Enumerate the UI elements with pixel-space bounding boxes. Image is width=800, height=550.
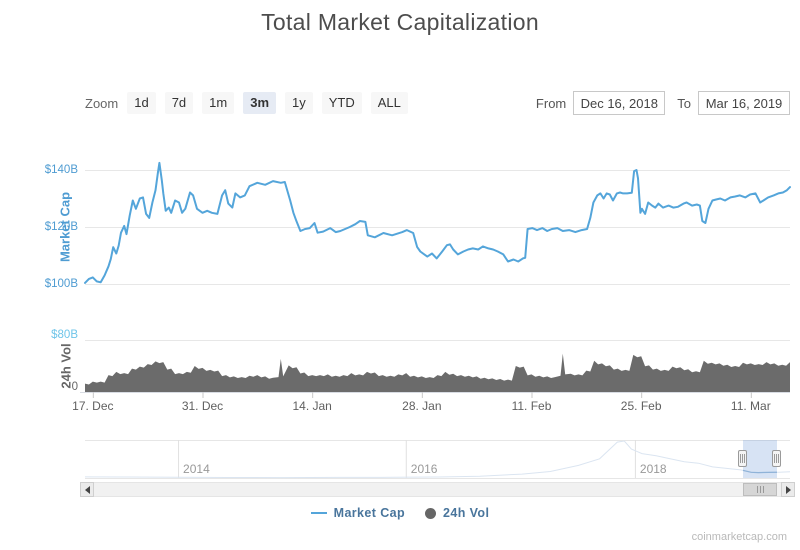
scrollbar-left-arrow-icon: [84, 485, 90, 494]
navigator-year-label: 2018: [639, 462, 667, 476]
x-tick-label: 14. Jan: [292, 399, 332, 413]
legend-item-24h-vol[interactable]: 24h Vol: [425, 506, 489, 520]
x-tick-label: 11. Feb: [511, 399, 552, 413]
legend: Market Cap 24h Vol: [0, 506, 800, 520]
from-date-input[interactable]: [573, 91, 666, 115]
legend-item-market-cap[interactable]: Market Cap: [310, 506, 406, 520]
y-tick-volume: 0: [71, 381, 78, 393]
scrollbar-right-arrow-icon: [785, 485, 791, 494]
y-tick-marketcap: $100B: [44, 278, 78, 290]
y-axis-title-24h-vol: 24h Vol: [58, 343, 74, 389]
range-selector: Zoom 1d 7d 1m 3m 1y YTD ALL From To: [85, 90, 790, 116]
y-tick-marketcap: $120B: [44, 221, 78, 233]
x-tick-label: 28. Jan: [402, 399, 442, 413]
scrollbar-thumb[interactable]: [743, 483, 777, 496]
zoom-button-all[interactable]: ALL: [370, 92, 408, 114]
navigator-year-label: 2014: [183, 462, 210, 476]
y-tick-volume: $80B: [51, 329, 78, 341]
navigator-series-selected: [743, 469, 777, 474]
zoom-label: Zoom: [85, 95, 119, 111]
scrollbar-left-button[interactable]: [80, 482, 94, 497]
volume-area-series[interactable]: [85, 353, 790, 392]
circle-marker-icon: [425, 507, 437, 519]
x-tick-label: 11. Mar: [730, 399, 771, 413]
legend-label: 24h Vol: [443, 506, 490, 520]
from-label: From: [535, 95, 567, 111]
x-tick-label: 17. Dec: [72, 399, 114, 413]
zoom-button-3m[interactable]: 3m: [243, 92, 277, 114]
line-marker-icon: [310, 512, 327, 514]
navigator-handle-right[interactable]: [772, 450, 781, 467]
marketcap-line-series[interactable]: [84, 161, 791, 284]
navigator-handle-left[interactable]: [738, 450, 747, 467]
y-tick-marketcap: $140B: [44, 164, 78, 176]
scrollbar-track[interactable]: [80, 482, 795, 497]
scrollbar-right-button[interactable]: [781, 482, 795, 497]
zoom-buttons: 1d 7d 1m 3m 1y YTD ALL: [127, 92, 417, 114]
to-date-input[interactable]: [698, 91, 790, 115]
navigator-year-label: 2016: [410, 462, 438, 476]
credits-link[interactable]: coinmarketcap.com: [691, 531, 787, 543]
x-tick-label: 31. Dec: [181, 399, 224, 413]
zoom-button-1d[interactable]: 1d: [127, 92, 156, 114]
zoom-button-7d[interactable]: 7d: [164, 92, 194, 114]
zoom-button-ytd[interactable]: YTD: [321, 92, 362, 114]
x-tick-label: 25. Feb: [620, 399, 662, 413]
to-label: To: [677, 95, 691, 111]
page-title: Total Market Capitalization: [261, 9, 539, 35]
zoom-button-1y[interactable]: 1y: [285, 92, 313, 114]
zoom-button-1m[interactable]: 1m: [202, 92, 235, 114]
legend-label: Market Cap: [333, 506, 406, 520]
y-axis-title-market-cap: Market Cap: [57, 191, 73, 263]
